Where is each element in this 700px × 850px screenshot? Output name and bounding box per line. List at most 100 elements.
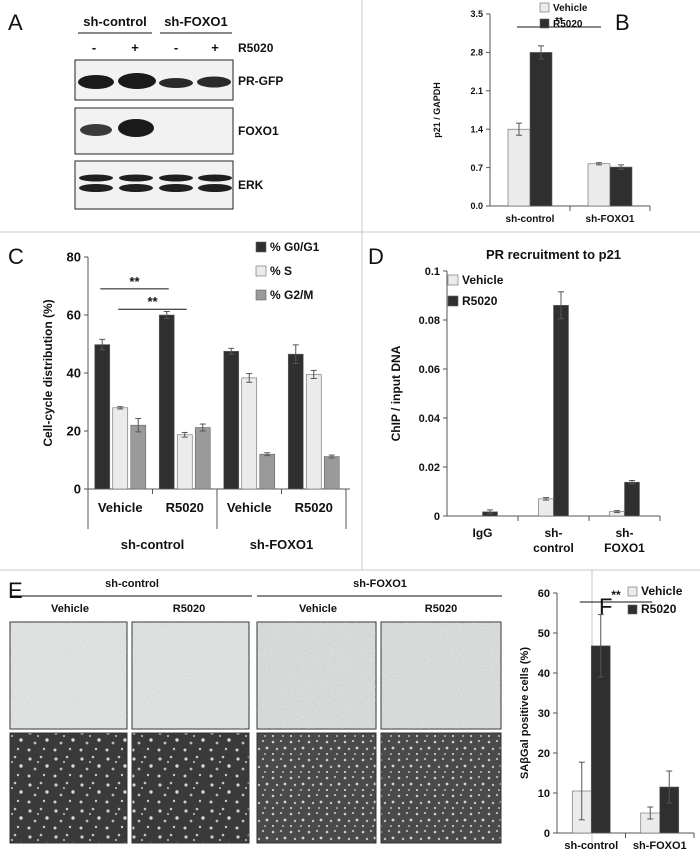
panel-letter: D	[368, 244, 384, 269]
x-tick-label: sh-FOXO1	[586, 214, 635, 225]
x-tick-label: FOXO1	[604, 541, 645, 555]
legend-swatch	[539, 2, 550, 13]
y-tick-label: 0	[434, 511, 440, 523]
y-tick-label: 0.02	[419, 462, 440, 474]
sign-lane-4: +	[211, 40, 219, 55]
x-tick-label: sh-FOXO1	[633, 840, 687, 850]
y-tick-label: 20	[538, 748, 550, 760]
legend-label: % S	[270, 264, 292, 278]
y-axis-label: SAβGal positive cells (%)	[519, 647, 531, 779]
blot-label-pr-gfp: PR-GFP	[238, 74, 283, 88]
panel-letter: A	[8, 10, 23, 35]
y-tick-label: 2.1	[470, 86, 483, 96]
erk-bands	[79, 174, 232, 192]
y-tick-label: 40	[67, 366, 81, 381]
panel-letter: B	[615, 10, 630, 35]
y-tick-label: 0.7	[470, 163, 483, 173]
legend-swatch	[447, 295, 459, 307]
x-tick-label: sh-control	[564, 840, 618, 850]
blot-foxo1	[74, 107, 234, 155]
panel-b-p21-expression-chart: B 0.0 0.7 1.4 2.1 2.8 3.5 p21 / GAPDH sh-control…	[432, 2, 651, 225]
sign-lane-1: -	[92, 40, 96, 55]
micrograph-texture	[10, 622, 127, 729]
y-tick-label: 0.0	[470, 201, 483, 211]
panel-letter: C	[8, 244, 24, 269]
bar	[259, 453, 276, 490]
bar	[624, 481, 640, 517]
y-tick-label: 0	[74, 482, 81, 497]
micrograph-image	[380, 732, 502, 844]
bar	[553, 304, 569, 517]
legend-label: % G2/M	[270, 288, 313, 302]
bar	[130, 424, 147, 490]
y-tick-label: 0.06	[419, 364, 440, 376]
legend-label: R5020	[641, 602, 677, 616]
legend-label: % G0/G1	[270, 240, 320, 254]
micrograph-row-darkfield	[9, 732, 502, 844]
legend-label: Vehicle	[553, 3, 588, 14]
blot-label-foxo1: FOXO1	[238, 124, 279, 138]
micrograph-image	[9, 732, 128, 844]
legend-swatch	[255, 265, 267, 277]
x-group-label: sh-control	[121, 537, 185, 552]
group-label-sh-foxo1: sh-FOXO1	[353, 578, 407, 590]
condition-label-1: Vehicle	[51, 603, 89, 615]
condition-label-3: Vehicle	[299, 603, 337, 615]
bar	[323, 456, 340, 490]
legend-label: R5020	[553, 19, 583, 30]
bar	[587, 163, 611, 207]
y-axis-label: p21 / GAPDH	[432, 82, 442, 138]
legend-swatch	[627, 586, 638, 597]
panel-d-chip-chart: D PR recruitment to p21 0 0.02 0.04 0.06 0.08 0…	[368, 244, 661, 555]
legend-label: Vehicle	[641, 584, 683, 598]
y-tick-label: 30	[538, 708, 550, 720]
y-tick-label: 40	[538, 668, 550, 680]
panel-letter: F	[599, 594, 612, 619]
x-tick-label: sh-control	[506, 214, 555, 225]
micrograph-image	[256, 732, 377, 844]
legend-swatch	[255, 241, 267, 253]
x-tick-label: Vehicle	[227, 500, 272, 515]
x-tick-label: sh-	[545, 526, 563, 540]
treatment-label: R5020	[238, 41, 274, 55]
bar	[287, 353, 304, 490]
condition-label-4: R5020	[425, 603, 457, 615]
bar	[609, 166, 633, 207]
bar	[507, 128, 531, 207]
significance-label: **	[129, 274, 140, 289]
panel-e-micrographs: E sh-control sh-FOXO1 Vehicle R5020 Vehi…	[8, 578, 502, 844]
bar	[112, 407, 129, 490]
x-tick-label: R5020	[166, 500, 204, 515]
group-label-sh-control: sh-control	[83, 14, 147, 29]
y-tick-label: 0	[544, 828, 550, 840]
pr-gfp-bands	[78, 73, 231, 89]
y-tick-label: 0.1	[425, 266, 440, 278]
panel-letter: E	[8, 578, 23, 603]
y-tick-label: 50	[538, 628, 550, 640]
y-tick-label: 20	[67, 424, 81, 439]
chart-title: PR recruitment to p21	[486, 247, 621, 262]
y-axis-label: ChIP / input DNA	[389, 345, 403, 441]
y-tick-label: 80	[67, 250, 81, 265]
legend-swatch	[447, 274, 459, 286]
bar	[241, 377, 258, 490]
legend-swatch	[627, 604, 638, 615]
micrograph-texture	[257, 622, 376, 729]
significance-label: **	[611, 588, 621, 602]
blot-label-erk: ERK	[238, 178, 264, 192]
x-tick-label: control	[533, 541, 574, 555]
micrograph-row-brightfield	[9, 621, 502, 730]
y-tick-label: 3.5	[470, 9, 483, 19]
legend-label: R5020	[462, 294, 498, 308]
y-tick-label: 0.04	[419, 413, 441, 425]
group-label-sh-control: sh-control	[105, 578, 159, 590]
x-group-label: sh-FOXO1	[250, 537, 314, 552]
bar	[158, 314, 175, 490]
sign-lane-3: -	[174, 40, 178, 55]
legend-swatch	[539, 18, 550, 29]
bar	[305, 374, 322, 490]
bar	[94, 344, 111, 490]
bar	[529, 52, 553, 207]
panel-a-western-blot: A sh-control sh-FOXO1 - + - + R5020	[8, 10, 283, 210]
panel-f-sabgal-chart: F 0 10 20 30 40 50 60 SAβGal positive cells (%) s…	[519, 584, 695, 850]
